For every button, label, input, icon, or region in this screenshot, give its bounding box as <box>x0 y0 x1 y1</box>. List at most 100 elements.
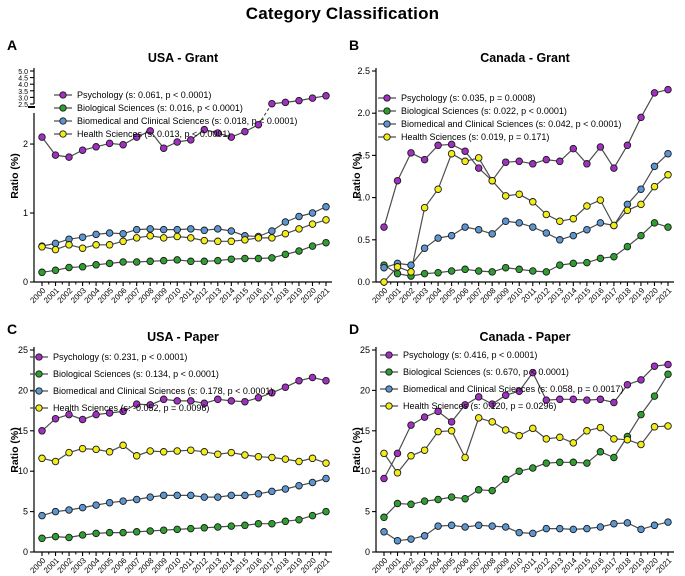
x-tick-label: 2021 <box>312 556 331 575</box>
data-point <box>159 225 168 234</box>
data-point <box>241 521 249 530</box>
data-point <box>380 474 388 483</box>
data-point <box>664 360 672 369</box>
data-point <box>92 241 100 249</box>
data-point <box>623 435 632 444</box>
data-point <box>610 398 618 407</box>
data-point <box>569 231 578 240</box>
series-lines <box>41 95 327 273</box>
data-point <box>529 464 537 472</box>
data-point <box>434 234 442 242</box>
data-point <box>583 225 591 234</box>
data-point <box>501 158 510 166</box>
series-line-psychology <box>41 376 327 432</box>
legend-label: Biomedical and Clinical Sciences (s: 0.1… <box>53 385 274 396</box>
series-markers-biological-sciences <box>38 507 330 543</box>
data-point <box>78 415 87 424</box>
data-point <box>146 493 154 501</box>
data-point <box>488 176 496 185</box>
data-point <box>583 160 591 168</box>
data-point <box>407 535 415 543</box>
legend-item-health-sciences: Health Sciences (s: -0.052, p = 0.0096) <box>30 399 273 416</box>
series-markers <box>380 85 672 286</box>
y-tick-label: 10 <box>18 466 28 476</box>
legend-label: Psychology (s: 0.416, p < 0.0001) <box>403 349 538 360</box>
data-point <box>542 210 551 219</box>
data-point <box>51 414 60 423</box>
data-point <box>380 263 388 272</box>
data-point <box>281 383 290 391</box>
data-point <box>38 133 46 141</box>
data-point <box>488 418 496 426</box>
data-point <box>420 203 429 212</box>
data-point <box>254 393 263 402</box>
panel-usa-grant: A USA - Grant 0 1 2 2.5 3.0 3.5 4.0 4.5 5.0 2000 2… <box>6 36 340 320</box>
data-point <box>610 221 618 230</box>
data-point <box>380 278 388 286</box>
data-point <box>308 454 317 463</box>
data-point <box>200 125 209 134</box>
data-point <box>664 171 672 179</box>
data-point <box>623 242 632 251</box>
data-point <box>308 209 317 217</box>
data-point <box>556 261 564 269</box>
data-point <box>461 265 469 274</box>
axes <box>30 347 332 556</box>
y-tick-label: 1 <box>23 208 28 218</box>
data-point <box>105 448 114 456</box>
series-markers-health-sciences <box>380 149 672 286</box>
data-point <box>119 441 127 450</box>
y-tick-label: 4.0 <box>18 82 28 89</box>
data-point <box>200 226 209 235</box>
data-point <box>92 445 100 454</box>
data-point <box>407 452 415 460</box>
data-point <box>420 244 429 252</box>
series-lines <box>41 376 327 539</box>
data-point <box>515 528 523 537</box>
data-point <box>556 458 564 467</box>
data-point <box>420 155 429 164</box>
data-point <box>583 524 591 533</box>
legend-item-psychology: Psychology (s: 0.035, p = 0.0008) <box>378 91 621 104</box>
data-point <box>596 219 605 227</box>
data-point <box>65 263 73 272</box>
data-point <box>393 469 402 477</box>
data-point <box>474 225 483 234</box>
legend-item-biological-sciences: Biological Sciences (s: 0.134, p < 0.000… <box>30 365 273 382</box>
data-point <box>461 401 469 409</box>
data-point <box>434 427 442 436</box>
data-point <box>434 185 442 193</box>
data-point <box>420 446 429 454</box>
data-point <box>407 261 415 269</box>
data-point <box>542 229 551 237</box>
data-point <box>488 522 496 530</box>
series-markers-biomedical-and-clinical-sciences <box>380 149 672 272</box>
data-point <box>515 467 523 475</box>
data-point <box>447 427 456 435</box>
data-point <box>146 232 154 240</box>
data-point <box>200 448 209 456</box>
data-point <box>105 259 114 268</box>
legend-marker-icon <box>378 119 396 128</box>
data-point <box>420 413 429 421</box>
data-point <box>92 230 100 239</box>
data-point <box>132 495 141 504</box>
data-point <box>214 129 222 137</box>
data-point <box>38 243 46 251</box>
data-point <box>159 491 168 500</box>
y-tick-label: 0 <box>23 547 28 557</box>
data-point <box>78 444 87 453</box>
data-point <box>623 141 632 150</box>
data-point <box>623 380 632 389</box>
legend-canada-grant: Psychology (s: 0.035, p = 0.0008) Biologi… <box>378 91 621 143</box>
data-point <box>461 223 469 231</box>
data-point <box>488 230 496 238</box>
data-point <box>610 164 618 172</box>
data-point <box>92 410 100 419</box>
data-point <box>623 206 632 215</box>
x-tick-label: 2021 <box>312 286 331 305</box>
legend-marker-icon <box>54 90 72 99</box>
data-point <box>281 218 290 226</box>
data-point <box>173 138 181 146</box>
data-point <box>227 397 236 405</box>
